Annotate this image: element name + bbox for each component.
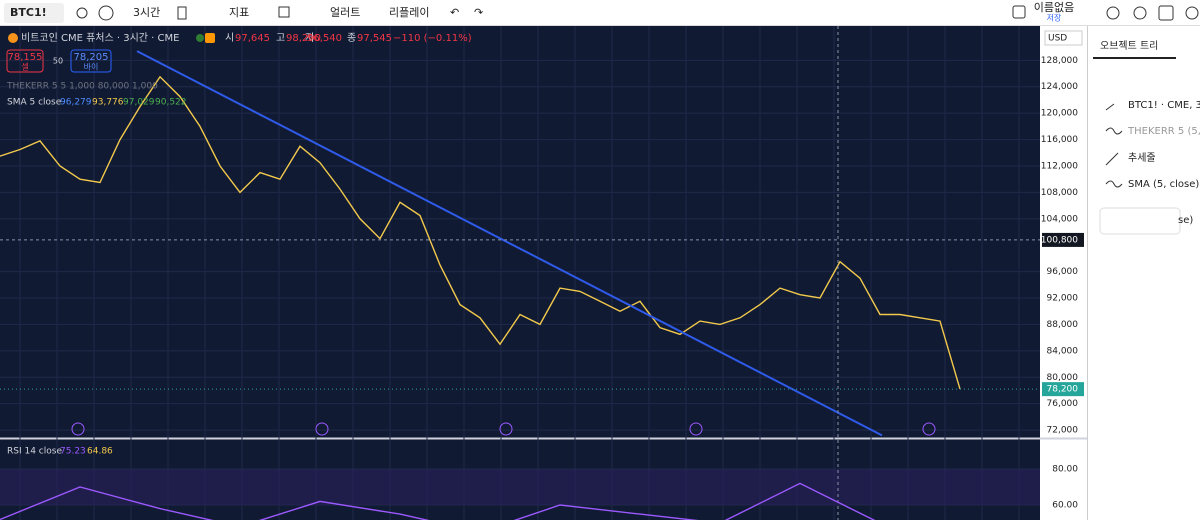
sma-value: 96,279 <box>60 98 92 108</box>
sma-value: 97,029 <box>123 98 155 108</box>
event-marker <box>922 422 936 436</box>
y-tick-label: 116,000 <box>1041 135 1078 145</box>
event-marker <box>689 422 703 436</box>
y-tick-label: 128,000 <box>1041 56 1078 66</box>
panel-title[interactable]: 오브젝트 트리 <box>1100 40 1158 52</box>
save[interactable]: 저장 <box>1047 13 1062 23</box>
last-price-label: 78,200 <box>1047 385 1079 395</box>
coin-icon <box>8 33 18 43</box>
low-label: 저 <box>305 32 314 44</box>
price-line <box>0 75 961 390</box>
y-tick-label: 88,000 <box>1047 320 1079 330</box>
high: 98,200 <box>286 33 321 44</box>
crosshair-badge <box>1042 232 1084 247</box>
y-tick-label: 84,000 <box>1047 346 1079 356</box>
add-icon[interactable] <box>98 5 114 21</box>
y-tick-label: 60.00 <box>1052 501 1078 511</box>
y-tick-label: 76,000 <box>1047 399 1079 409</box>
alert-button[interactable]: 얼러트 <box>330 5 360 19</box>
icon[interactable] <box>76 7 88 19</box>
y-tick-label: 120,000 <box>1041 109 1078 119</box>
close-label: 종 <box>347 32 356 44</box>
price-line <box>0 482 876 520</box>
indicator-label: SMA 5 close <box>7 98 62 108</box>
replay-button[interactable]: 리플레이 <box>389 6 429 19</box>
event-marker <box>71 422 85 436</box>
y-tick-label: 104,000 <box>1041 214 1078 224</box>
layout-icon[interactable] <box>278 6 290 18</box>
tree-item: se) <box>1178 215 1193 226</box>
y-tick-label: 108,000 <box>1041 188 1078 198</box>
symbol-box[interactable] <box>4 3 64 23</box>
interval[interactable]: 3시간 <box>133 6 160 19</box>
icon[interactable] <box>1185 6 1199 20</box>
y-tick-label: 96,000 <box>1047 267 1079 277</box>
y-tick-label: 72,000 <box>1047 426 1079 436</box>
y-tick-label: 80,000 <box>1047 373 1079 383</box>
indicator-label: THEKERR 5 5 1,000 80,000 1,000 <box>6 82 158 92</box>
sma-value: 90,522 <box>155 98 187 108</box>
symbol[interactable]: BTC1! <box>10 6 47 19</box>
open: 97,645 <box>235 33 270 44</box>
undo[interactable]: ↶ <box>450 6 459 19</box>
indicators-button[interactable]: 지표 <box>229 6 249 19</box>
icon[interactable] <box>1158 5 1174 21</box>
tree-item[interactable]: 추세줄 <box>1128 152 1156 164</box>
buy-label[interactable]: 바이 <box>84 62 99 72</box>
tree-item[interactable]: BTC1! · CME, 3시 <box>1128 99 1200 111</box>
y-tick-label: 80.00 <box>1052 465 1078 475</box>
icon[interactable] <box>1106 6 1120 20</box>
sell-button[interactable] <box>6 49 44 73</box>
layout-name[interactable]: 이름없음 <box>1034 1 1074 14</box>
last-price-badge <box>1042 382 1084 397</box>
spread: 50 <box>53 57 63 66</box>
y-tick-label: 92,000 <box>1047 294 1079 304</box>
rsi-band <box>0 469 1040 506</box>
legend-title: 비트코인 CME 퓨처스 · 3시간 · CME <box>21 32 179 44</box>
low: 96,540 <box>307 33 342 44</box>
rsi-value: 64.86 <box>87 447 113 457</box>
event-marker <box>315 422 329 436</box>
floating-toolbar[interactable] <box>1099 207 1181 235</box>
icon[interactable] <box>1133 6 1147 20</box>
candle-icon[interactable] <box>177 6 187 20</box>
rsi-value: 75.23 <box>60 447 86 457</box>
sma-value: 93,776 <box>92 98 124 108</box>
toolbar <box>0 0 1200 26</box>
y-tick-label: 124,000 <box>1041 82 1078 92</box>
buy-price[interactable]: 78,205 <box>74 52 109 63</box>
change: −110 (−0.11%) <box>393 33 472 44</box>
crosshair-label: 100,800 <box>1041 235 1078 245</box>
event-marker <box>499 422 513 436</box>
buy-button[interactable] <box>70 49 112 73</box>
tree-item[interactable]: THEKERR 5 (5, 1 <box>1127 126 1200 137</box>
sell-price[interactable]: 78,155 <box>8 52 43 63</box>
close: 97,545 <box>357 33 392 44</box>
redo[interactable]: ↷ <box>474 6 483 19</box>
high-label: 고 <box>276 33 285 44</box>
trendline <box>136 50 883 437</box>
sell-label[interactable]: 셀 <box>21 62 28 72</box>
currency-select[interactable] <box>1044 30 1083 46</box>
rsi-title: RSI 14 close <box>7 447 62 457</box>
object-tree-panel <box>1088 26 1200 520</box>
currency[interactable]: USD <box>1048 34 1067 44</box>
open-label: 시 <box>225 32 234 44</box>
tree-item[interactable]: SMA (5, close) <box>1128 179 1199 190</box>
y-tick-label: 112,000 <box>1041 161 1078 171</box>
fullscreen-icon[interactable] <box>1012 5 1026 19</box>
